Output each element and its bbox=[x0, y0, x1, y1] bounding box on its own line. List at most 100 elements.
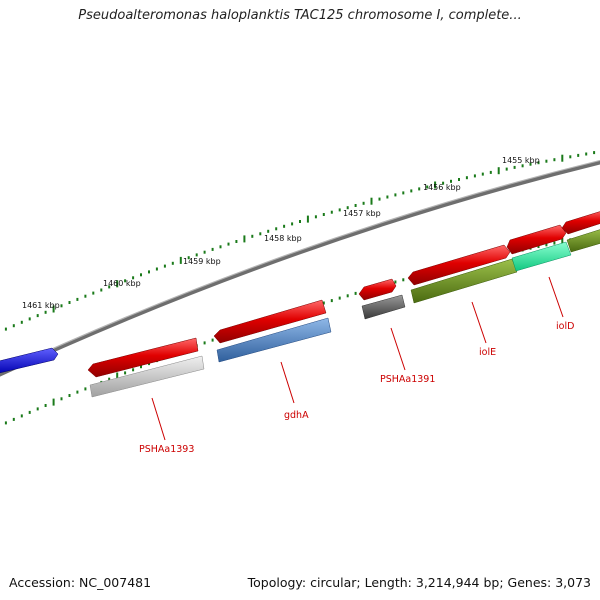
scale-minor-tick bbox=[299, 220, 301, 223]
scale-minor-tick bbox=[593, 151, 596, 155]
gene-label-pshaa1393: PSHAa1393 bbox=[139, 444, 194, 455]
scale-minor-tick bbox=[44, 310, 47, 314]
scale-minor-tick bbox=[465, 176, 468, 180]
cds-bar-pshaa1391[interactable] bbox=[361, 294, 406, 320]
scale-minor-tick bbox=[386, 195, 389, 199]
scale-major-tick bbox=[52, 305, 55, 313]
gene-label-iole: iolE bbox=[479, 347, 496, 358]
scale-major-tick bbox=[497, 167, 500, 175]
scale-minor-tick bbox=[338, 296, 341, 300]
scale-minor-tick bbox=[235, 240, 238, 243]
gene-features bbox=[0, 210, 600, 398]
scale-minor-tick bbox=[537, 161, 540, 165]
cds-bar-gdha[interactable] bbox=[216, 317, 332, 363]
gene-arrow-pshaa1391[interactable] bbox=[358, 278, 397, 301]
scale-minor-tick bbox=[84, 387, 87, 391]
scale-minor-tick bbox=[505, 167, 508, 171]
scale-minor-tick bbox=[20, 320, 23, 324]
scale-minor-tick bbox=[203, 250, 206, 254]
scale-minor-tick bbox=[28, 410, 31, 414]
scale-minor-tick bbox=[76, 297, 79, 301]
scale-minor-tick bbox=[322, 301, 325, 305]
scale-minor-tick bbox=[20, 414, 23, 418]
gene-label-gdha: gdhA bbox=[284, 410, 309, 421]
gene-arrow-right-edge[interactable] bbox=[561, 210, 600, 235]
scale-minor-tick bbox=[354, 204, 357, 207]
gene-label-pshaa1391: PSHAa1391 bbox=[380, 374, 435, 385]
scale-minor-tick bbox=[132, 276, 135, 280]
cds-bar-iole[interactable] bbox=[410, 258, 518, 304]
scale-minor-tick bbox=[171, 261, 174, 265]
scale-minor-tick bbox=[394, 193, 397, 197]
scale-minor-tick bbox=[473, 174, 476, 178]
gene-labels: PSHAa1393 gdhA PSHAa1391 iolE iolD bbox=[139, 321, 574, 455]
scale-minor-tick bbox=[148, 270, 150, 274]
gene-arrow-iold[interactable] bbox=[506, 224, 567, 255]
scale-minor-tick bbox=[322, 213, 325, 216]
scale-minor-tick bbox=[283, 224, 286, 228]
scale-major-tick bbox=[116, 372, 119, 380]
scale-minor-tick bbox=[378, 197, 381, 201]
scale-minor-tick bbox=[60, 304, 63, 308]
scale-minor-tick bbox=[330, 299, 333, 303]
scale-minor-tick bbox=[108, 285, 111, 289]
cds-bar-pshaa1393[interactable] bbox=[89, 355, 205, 398]
scale-minor-tick bbox=[402, 278, 405, 282]
scale-minor-tick bbox=[124, 371, 127, 375]
scale-minor-tick bbox=[553, 158, 556, 162]
gene-label-iold: iolD bbox=[556, 321, 574, 332]
scale-minor-tick bbox=[4, 421, 7, 425]
scale-minor-tick bbox=[577, 153, 580, 157]
scale-minor-tick bbox=[450, 179, 452, 183]
tick-label-1456: 1456 kbp bbox=[423, 183, 461, 192]
genome-summary-text: Topology: circular; Length: 3,214,944 bp… bbox=[247, 575, 591, 590]
outer-scale bbox=[4, 151, 596, 331]
scale-minor-tick bbox=[12, 417, 15, 421]
accession-text: Accession: NC_007481 bbox=[9, 575, 152, 590]
scale-minor-tick bbox=[76, 390, 79, 394]
tick-label-1459: 1459 kbp bbox=[183, 257, 221, 266]
scale-minor-tick bbox=[219, 245, 222, 249]
tick-label-1458: 1458 kbp bbox=[264, 234, 302, 243]
cds-bar-iold[interactable] bbox=[511, 241, 572, 272]
tick-label-1457: 1457 kbp bbox=[343, 209, 381, 218]
scale-minor-tick bbox=[362, 201, 365, 205]
scale-minor-tick bbox=[346, 294, 349, 298]
scale-minor-tick bbox=[338, 208, 341, 212]
gene-arrow-pshaa1393[interactable] bbox=[87, 337, 199, 378]
gene-arrow-gdha[interactable] bbox=[213, 299, 327, 344]
scale-major-tick bbox=[116, 280, 119, 288]
scale-major-tick bbox=[434, 181, 437, 189]
scale-minor-tick bbox=[124, 279, 127, 283]
scale-minor-tick bbox=[44, 404, 47, 407]
scale-minor-tick bbox=[394, 280, 397, 284]
scale-major-tick bbox=[179, 256, 182, 264]
gene-arrow-left-blue[interactable] bbox=[0, 347, 59, 374]
gene-arrow-iole[interactable] bbox=[407, 244, 511, 286]
tick-label-1460: 1460 kbp bbox=[103, 279, 141, 288]
cds-bar-right-edge[interactable] bbox=[566, 228, 600, 253]
scale-minor-tick bbox=[489, 170, 492, 174]
scale-minor-tick bbox=[291, 222, 294, 226]
scale-minor-tick bbox=[203, 341, 206, 345]
scale-minor-tick bbox=[521, 164, 524, 168]
scale-minor-tick bbox=[354, 291, 357, 295]
scale-minor-tick bbox=[163, 264, 166, 268]
scale-minor-tick bbox=[537, 245, 540, 248]
scale-minor-tick bbox=[60, 397, 63, 401]
scale-minor-tick bbox=[108, 377, 111, 381]
scale-minor-tick bbox=[211, 338, 214, 342]
scale-major-tick bbox=[561, 154, 564, 162]
scale-major-tick bbox=[561, 237, 564, 245]
scale-minor-tick bbox=[314, 215, 317, 219]
scale-minor-tick bbox=[100, 288, 103, 292]
scale-minor-tick bbox=[84, 294, 87, 298]
scale-minor-tick bbox=[426, 185, 429, 189]
tick-label-1455: 1455 kbp bbox=[502, 156, 540, 165]
scale-major-tick bbox=[370, 197, 373, 205]
scale-minor-tick bbox=[36, 407, 39, 411]
scale-minor-tick bbox=[458, 178, 460, 181]
scale-minor-tick bbox=[585, 152, 588, 156]
scale-major-tick bbox=[243, 235, 246, 243]
